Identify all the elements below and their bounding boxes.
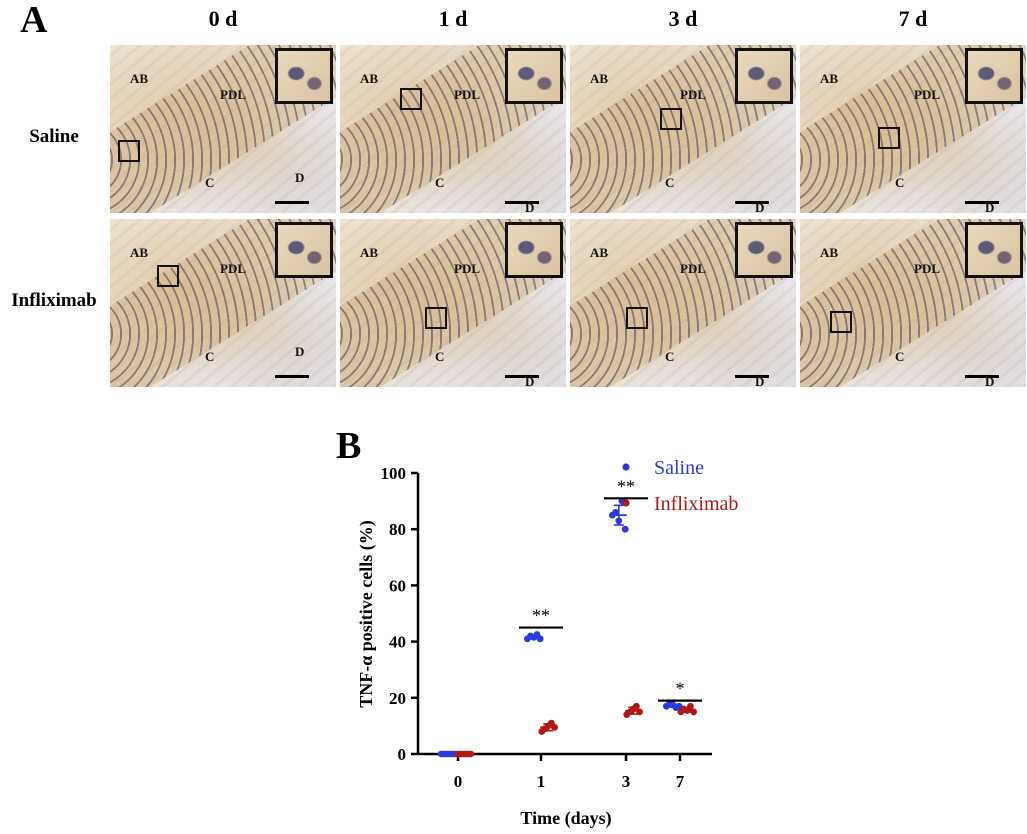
significance-label: ** bbox=[532, 606, 550, 626]
magnified-inset bbox=[735, 222, 793, 278]
scale-bar bbox=[735, 375, 769, 378]
tile-label-pdl: PDL bbox=[914, 261, 940, 276]
magnified-inset bbox=[965, 48, 1023, 104]
tile-label-d: D bbox=[525, 200, 535, 213]
x-tick-label: 0 bbox=[454, 772, 463, 791]
magnified-inset bbox=[505, 48, 563, 104]
x-tick-label: 3 bbox=[622, 772, 631, 791]
micrograph-tile-infliximab-1d: AB PDL C D bbox=[340, 219, 566, 387]
y-tick-label: 20 bbox=[389, 689, 406, 708]
legend: Saline Infliximab bbox=[622, 457, 738, 515]
magnified-inset bbox=[505, 222, 563, 278]
y-tick-label: 40 bbox=[389, 633, 406, 652]
micrograph-tile-infliximab-0d: AB PDL C D bbox=[110, 219, 336, 387]
legend-label-saline: Saline bbox=[654, 457, 704, 479]
magnified-inset bbox=[735, 48, 793, 104]
scale-bar bbox=[505, 201, 539, 204]
magnified-inset bbox=[965, 222, 1023, 278]
tile-label-c: C bbox=[435, 175, 445, 190]
tile-label-ab: AB bbox=[360, 245, 379, 260]
region-of-interest-box bbox=[830, 311, 852, 333]
row-header-saline: Saline bbox=[29, 126, 79, 147]
tile-label-c: C bbox=[205, 349, 215, 364]
tile-label-d: D bbox=[525, 374, 535, 387]
tile-label-pdl: PDL bbox=[220, 87, 246, 102]
y-tick-label: 100 bbox=[381, 464, 407, 483]
x-tick-label: 7 bbox=[676, 772, 685, 791]
column-header-3d: 3 d bbox=[668, 6, 698, 31]
tile-label-ab: AB bbox=[820, 245, 839, 260]
micrograph-tile-saline-1d: AB PDL C D bbox=[340, 45, 566, 213]
region-of-interest-box bbox=[878, 127, 900, 149]
tile-label-c: C bbox=[665, 175, 675, 190]
magnified-inset bbox=[275, 48, 333, 104]
x-axis-label: Time (days) bbox=[520, 808, 611, 829]
legend-marker-saline bbox=[622, 463, 630, 471]
scale-bar bbox=[275, 201, 309, 204]
tile-label-ab: AB bbox=[130, 245, 149, 260]
significance-label: * bbox=[676, 679, 685, 699]
tile-label-pdl: PDL bbox=[680, 261, 706, 276]
scale-bar bbox=[505, 375, 539, 378]
y-tick-label: 0 bbox=[398, 745, 407, 764]
scale-bar bbox=[965, 201, 999, 204]
legend-label-infliximab: Infliximab bbox=[654, 493, 738, 515]
region-of-interest-box bbox=[400, 88, 422, 110]
scale-bar bbox=[735, 201, 769, 204]
panel-b-letter: B bbox=[336, 425, 362, 467]
tile-label-c: C bbox=[435, 349, 445, 364]
scale-bar bbox=[275, 375, 309, 378]
x-tick-label: 1 bbox=[537, 772, 546, 791]
column-header-7d: 7 d bbox=[898, 6, 928, 31]
column-header-1d: 1 d bbox=[438, 6, 468, 31]
tile-label-pdl: PDL bbox=[680, 87, 706, 102]
data-point-saline bbox=[621, 525, 629, 533]
micrograph-tile-infliximab-7d: AB PDL C D bbox=[800, 219, 1026, 387]
tile-label-d: D bbox=[755, 374, 765, 387]
magnified-inset bbox=[275, 222, 333, 278]
tile-label-c: C bbox=[895, 175, 905, 190]
legend-marker-infliximab bbox=[622, 499, 630, 507]
region-of-interest-box bbox=[157, 265, 179, 287]
tile-label-d: D bbox=[985, 374, 995, 387]
tile-label-c: C bbox=[665, 349, 675, 364]
tile-label-pdl: PDL bbox=[220, 261, 246, 276]
micrograph-tile-saline-0d: AB PDL C D bbox=[110, 45, 336, 213]
tile-label-ab: AB bbox=[590, 245, 609, 260]
chart-axes: 0 20 40 60 80 100 0 1 3 7 bbox=[381, 464, 712, 791]
tile-label-d: D bbox=[295, 344, 305, 359]
row-header-infliximab: Infliximab bbox=[11, 290, 97, 311]
tile-label-pdl: PDL bbox=[454, 87, 480, 102]
y-axis-label: TNF-α positive cells (%) bbox=[356, 520, 377, 708]
tile-label-ab: AB bbox=[130, 71, 149, 86]
chart-marks: ***** bbox=[437, 476, 702, 758]
tile-label-ab: AB bbox=[590, 71, 609, 86]
significance-label: ** bbox=[617, 476, 635, 496]
tile-label-c: C bbox=[895, 349, 905, 364]
tile-label-d: D bbox=[985, 200, 995, 213]
panel-a-letter: A bbox=[20, 0, 48, 41]
region-of-interest-box bbox=[425, 307, 447, 329]
y-tick-label: 80 bbox=[389, 520, 406, 539]
tile-label-pdl: PDL bbox=[454, 261, 480, 276]
region-of-interest-box bbox=[626, 307, 648, 329]
tile-label-c: C bbox=[205, 175, 215, 190]
micrograph-tile-saline-3d: AB PDL C D bbox=[570, 45, 796, 213]
micrograph-tile-infliximab-3d: AB PDL C D bbox=[570, 219, 796, 387]
tile-label-pdl: PDL bbox=[914, 87, 940, 102]
tile-label-d: D bbox=[755, 200, 765, 213]
region-of-interest-box bbox=[118, 140, 140, 162]
region-of-interest-box bbox=[660, 108, 682, 130]
tile-label-ab: AB bbox=[360, 71, 379, 86]
micrograph-tile-saline-7d: AB PDL C D bbox=[800, 45, 1026, 213]
tile-label-ab: AB bbox=[820, 71, 839, 86]
column-header-0d: 0 d bbox=[208, 6, 238, 31]
scale-bar bbox=[965, 375, 999, 378]
y-tick-label: 60 bbox=[389, 576, 406, 595]
tile-label-d: D bbox=[295, 170, 305, 185]
data-point-saline bbox=[612, 508, 619, 516]
